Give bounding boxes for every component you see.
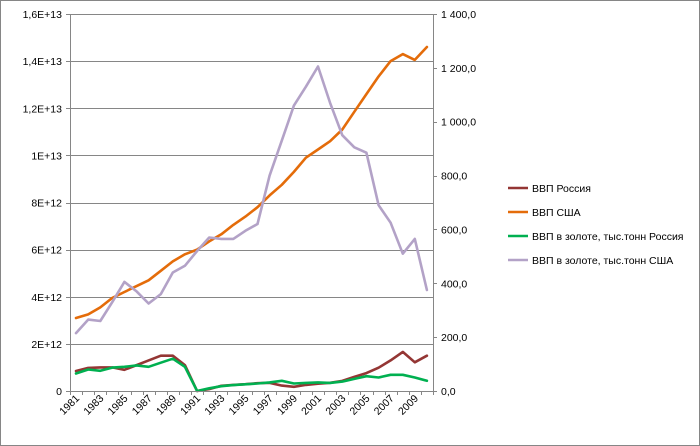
left-axis-tick-label: 1,6E+13 [23, 9, 63, 21]
right-axis-tick-label: 200,0 [441, 332, 467, 344]
x-axis-tick-label: 1989 [154, 393, 179, 418]
series-lines [74, 45, 429, 393]
right-axis-tick-labels: 0,0 200,0 400,0 600,0 800,0 1 000,0 1 200,0 1 4… [441, 9, 476, 398]
left-axis-tick-label: 4E+12 [31, 292, 62, 304]
left-axis-tick-label: 8E+12 [31, 198, 62, 210]
legend-label: ВВП Россия [532, 183, 591, 195]
x-axis-tick-label: 1991 [178, 393, 203, 418]
x-axis-tick-label: 1993 [202, 393, 227, 418]
right-axis-tick-label: 400,0 [441, 278, 467, 290]
x-axis-tick-label: 2003 [323, 393, 348, 418]
x-axis-tick-label: 2009 [396, 393, 421, 418]
right-axis-tick-label: 600,0 [441, 224, 467, 236]
series-line [74, 45, 429, 320]
grid-lines [70, 14, 433, 345]
x-axis-tick-label: 2001 [299, 393, 324, 418]
right-axis-tick-label: 1 200,0 [441, 63, 476, 75]
x-axis-tick-label: 1985 [106, 393, 131, 418]
right-axis-tick-label: 1 400,0 [441, 9, 476, 21]
left-axis-tick-label: 1,2E+13 [23, 103, 63, 115]
x-axis-tick-label: 2007 [372, 393, 397, 418]
series-line [74, 357, 429, 393]
legend: ВВП Россия ВВП США ВВП в золоте, тыс.тонн … [508, 183, 684, 267]
left-axis-tick-label: 1E+13 [31, 150, 62, 162]
left-axis-tick-labels: 0 2E+12 4E+12 6E+12 8E+12 1E+13 1,2E+13 1,4E+13… [23, 9, 63, 398]
x-axis-tick-label: 1999 [275, 393, 300, 418]
x-axis-tick-labels: 1981 1983 1985 1987 1989 1991 1993 1995 1997 1999… [57, 393, 421, 418]
x-axis-tick-label: 1987 [130, 393, 155, 418]
right-axis-tick-label: 1 000,0 [441, 117, 476, 129]
left-axis-tick-label: 0 [56, 386, 62, 398]
legend-label: ВВП в золоте, тыс.тонн США [532, 255, 673, 267]
left-axis-tick-label: 6E+12 [31, 245, 62, 257]
x-axis-tick-label: 2005 [348, 393, 373, 418]
x-axis-tick-label: 1997 [251, 393, 276, 418]
x-axis-tick-label: 1995 [227, 393, 252, 418]
legend-label: ВВП США [532, 207, 581, 219]
series-line [74, 65, 429, 335]
left-axis-tick-label: 2E+12 [31, 339, 62, 351]
right-axis-tick-label: 800,0 [441, 171, 467, 183]
x-axis-tick-label: 1983 [81, 393, 106, 418]
axes [66, 14, 437, 395]
right-axis-tick-label: 0,0 [441, 386, 456, 398]
legend-label: ВВП в золоте, тыс.тонн Россия [532, 231, 684, 243]
left-axis-tick-label: 1,4E+13 [23, 56, 63, 68]
